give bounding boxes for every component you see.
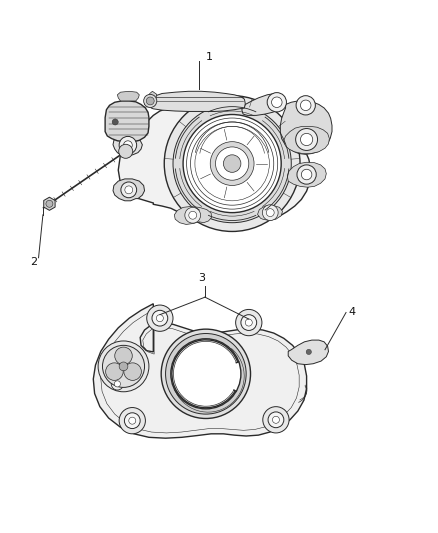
Circle shape	[166, 334, 246, 414]
Circle shape	[119, 144, 133, 158]
Polygon shape	[117, 91, 139, 101]
Circle shape	[106, 363, 123, 381]
Circle shape	[152, 310, 168, 326]
Polygon shape	[44, 197, 55, 211]
Polygon shape	[118, 103, 311, 224]
Circle shape	[297, 165, 316, 184]
Circle shape	[119, 362, 128, 371]
Polygon shape	[93, 304, 307, 438]
Circle shape	[164, 96, 300, 231]
Circle shape	[119, 136, 137, 154]
Circle shape	[223, 155, 241, 172]
Circle shape	[189, 211, 197, 219]
Polygon shape	[174, 206, 212, 224]
Polygon shape	[145, 91, 157, 106]
Polygon shape	[113, 179, 145, 201]
Circle shape	[263, 407, 289, 433]
Circle shape	[241, 314, 257, 330]
Polygon shape	[105, 101, 149, 142]
Circle shape	[173, 104, 291, 223]
Circle shape	[121, 182, 137, 198]
Text: 1: 1	[206, 52, 213, 62]
Circle shape	[114, 381, 120, 387]
Circle shape	[98, 341, 149, 392]
Circle shape	[185, 207, 201, 223]
Text: 3: 3	[198, 273, 205, 283]
Circle shape	[102, 345, 145, 387]
Polygon shape	[280, 101, 332, 155]
Circle shape	[301, 169, 312, 180]
Polygon shape	[287, 162, 326, 187]
Circle shape	[183, 115, 281, 213]
Polygon shape	[151, 91, 245, 111]
Circle shape	[267, 93, 286, 112]
Circle shape	[111, 378, 124, 390]
Circle shape	[46, 200, 53, 207]
Circle shape	[262, 205, 278, 221]
Polygon shape	[288, 340, 328, 365]
Circle shape	[146, 97, 154, 105]
Polygon shape	[284, 126, 329, 154]
Circle shape	[171, 339, 241, 409]
Circle shape	[124, 141, 132, 150]
Circle shape	[210, 142, 254, 185]
Circle shape	[236, 310, 262, 336]
Circle shape	[296, 128, 318, 150]
Circle shape	[147, 305, 173, 332]
Circle shape	[300, 133, 313, 146]
Circle shape	[266, 209, 274, 216]
Polygon shape	[113, 135, 142, 156]
Circle shape	[272, 97, 282, 108]
Circle shape	[245, 319, 252, 326]
Circle shape	[306, 349, 311, 354]
Polygon shape	[258, 205, 283, 221]
Circle shape	[124, 363, 141, 381]
Text: 2: 2	[30, 257, 37, 267]
Circle shape	[215, 147, 249, 180]
Circle shape	[112, 119, 118, 125]
Circle shape	[125, 186, 133, 194]
Circle shape	[300, 100, 311, 110]
Circle shape	[268, 412, 284, 427]
Circle shape	[161, 329, 251, 418]
Circle shape	[144, 94, 157, 108]
Circle shape	[129, 417, 136, 424]
Circle shape	[296, 96, 315, 115]
Circle shape	[272, 416, 279, 423]
Circle shape	[119, 408, 145, 434]
Circle shape	[156, 314, 163, 322]
Polygon shape	[242, 93, 286, 115]
Circle shape	[115, 347, 132, 365]
Text: 4: 4	[348, 306, 355, 317]
Circle shape	[124, 413, 140, 429]
